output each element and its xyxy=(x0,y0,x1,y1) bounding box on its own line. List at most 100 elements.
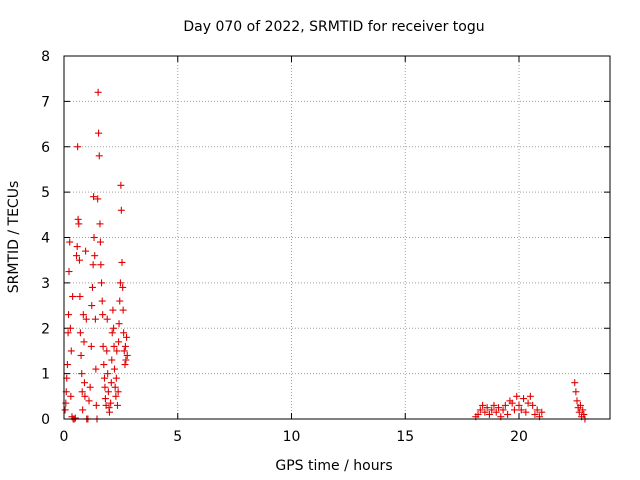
x-tick-labels: 0 5 10 15 20 xyxy=(60,429,528,445)
data-point xyxy=(524,399,532,407)
data-point xyxy=(90,234,98,241)
data-point xyxy=(74,143,82,151)
grid xyxy=(64,56,610,419)
data-point xyxy=(106,408,113,416)
data-point xyxy=(97,261,105,269)
x-tick-label: 15 xyxy=(396,429,414,445)
data-point xyxy=(67,347,75,355)
data-point xyxy=(91,252,99,260)
data-point xyxy=(533,406,541,414)
data-point xyxy=(510,406,518,414)
data-point xyxy=(99,342,107,350)
data-point xyxy=(88,283,96,291)
data-point xyxy=(65,311,73,319)
data-point xyxy=(120,347,128,355)
data-point xyxy=(99,311,107,319)
data-point xyxy=(63,361,71,369)
plot-frame xyxy=(63,55,611,420)
data-point xyxy=(113,401,121,409)
data-point xyxy=(107,399,115,407)
data-point xyxy=(82,315,90,323)
x-tick-label: 10 xyxy=(283,429,301,445)
data-point xyxy=(90,193,98,201)
data-point xyxy=(110,342,118,350)
data-point xyxy=(529,401,537,409)
data-point xyxy=(538,408,546,416)
data-point xyxy=(80,379,88,387)
data-point xyxy=(117,181,125,189)
data-point xyxy=(65,268,73,276)
data-point xyxy=(492,408,500,416)
data-point xyxy=(113,347,121,355)
data-point xyxy=(474,410,482,418)
data-point xyxy=(109,306,117,314)
data-point xyxy=(479,401,487,409)
data-point xyxy=(121,342,129,350)
y-tick-label: 6 xyxy=(41,140,50,156)
y-tick-label: 0 xyxy=(41,412,50,428)
data-point xyxy=(517,406,525,414)
data-point xyxy=(499,406,507,414)
y-tick-label: 1 xyxy=(41,367,50,383)
data-point xyxy=(571,379,579,387)
data-point xyxy=(74,215,82,223)
data-point xyxy=(103,315,111,323)
data-point xyxy=(73,252,81,260)
data-point xyxy=(79,406,87,414)
data-point xyxy=(495,404,503,412)
data-point xyxy=(69,292,77,300)
x-tick-label: 5 xyxy=(173,429,182,445)
data-point xyxy=(122,356,130,364)
data-point xyxy=(80,338,88,346)
data-point xyxy=(508,399,516,407)
data-point xyxy=(104,370,112,378)
x-axis-label: GPS time / hours xyxy=(275,458,392,474)
data-point xyxy=(81,392,89,400)
y-tick-label: 8 xyxy=(41,49,50,65)
data-point xyxy=(71,414,79,422)
data-point xyxy=(485,410,493,418)
data-point xyxy=(75,220,83,228)
data-point xyxy=(579,406,587,414)
x-tick-label: 20 xyxy=(510,429,528,445)
data-point xyxy=(100,361,108,369)
data-point xyxy=(78,388,86,396)
data-point xyxy=(520,395,528,403)
data-point xyxy=(488,406,496,414)
data-point xyxy=(576,401,584,409)
data-point xyxy=(94,195,102,203)
data-point xyxy=(76,329,84,337)
data-point xyxy=(117,206,125,214)
data-point xyxy=(513,392,521,400)
data-point xyxy=(98,297,106,305)
y-tick-labels: 0 1 2 3 4 5 6 7 8 xyxy=(41,49,50,428)
y-tick-label: 5 xyxy=(41,185,50,201)
y-tick-label: 4 xyxy=(41,231,50,247)
data-point xyxy=(573,397,581,405)
data-point xyxy=(103,347,111,355)
data-point xyxy=(115,320,123,328)
data-point xyxy=(481,408,489,416)
data-point xyxy=(96,220,104,228)
data-point xyxy=(110,324,118,332)
data-point xyxy=(531,410,539,418)
data-point xyxy=(121,361,129,369)
data-point xyxy=(76,292,84,300)
data-point xyxy=(95,152,103,160)
data-point xyxy=(64,329,72,337)
data-point xyxy=(67,392,75,400)
x-tick-label: 0 xyxy=(60,429,69,445)
data-point xyxy=(120,329,128,337)
data-point xyxy=(504,410,512,418)
data-point xyxy=(522,408,530,416)
data-point xyxy=(123,351,131,359)
data-point xyxy=(111,365,119,373)
data-point xyxy=(119,306,127,314)
data-point xyxy=(98,279,106,287)
y-tick-label: 2 xyxy=(41,321,50,337)
data-point xyxy=(61,406,69,414)
data-point xyxy=(101,383,109,391)
data-point xyxy=(89,261,97,269)
data-point xyxy=(66,324,74,332)
